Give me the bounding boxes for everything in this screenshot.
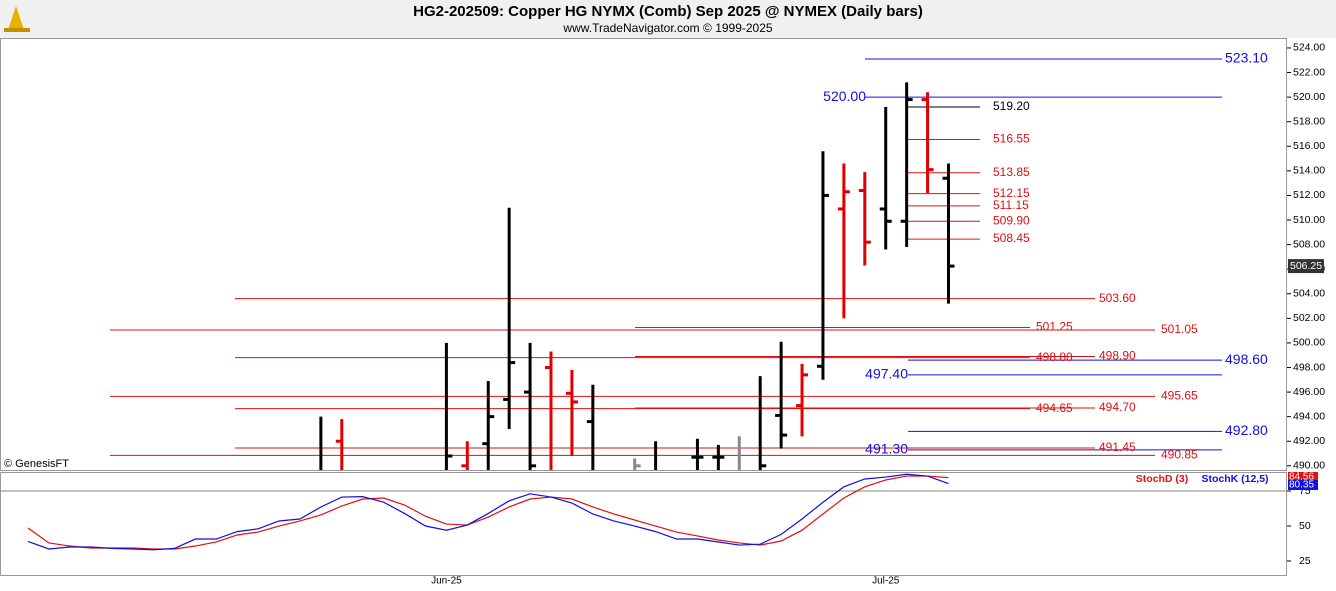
chart-title: HG2-202509: Copper HG NYMX (Comb) Sep 20… [413, 3, 923, 20]
level-label: 498.80 [1036, 350, 1073, 364]
y-tick-label: 508.00 [1293, 238, 1325, 250]
level-label: 491.30 [865, 441, 908, 457]
level-label: 490.85 [1161, 448, 1198, 462]
y-tick-label: 490.00 [1293, 460, 1325, 472]
level-label: 523.10 [1225, 50, 1268, 66]
level-label: 519.20 [993, 99, 1030, 113]
level-label: 503.60 [1099, 291, 1136, 305]
price-panel [0, 38, 1287, 471]
logo [4, 6, 30, 32]
y-tick-label: 498.00 [1293, 361, 1325, 373]
value-box [1288, 480, 1318, 490]
y-tick-label: 524.00 [1293, 42, 1325, 54]
level-label: 511.15 [993, 198, 1029, 212]
stoch-line [27, 473, 949, 551]
y-tick-label: 502.00 [1293, 312, 1325, 324]
y-tick-label: 50 [1299, 520, 1311, 532]
level-label: 520.00 [823, 88, 866, 104]
level-label: 495.65 [1161, 389, 1198, 403]
current-value: 84.56 [1289, 472, 1314, 483]
y-tick-label: 500.00 [1293, 337, 1325, 349]
level-label: 501.05 [1161, 322, 1198, 336]
y-tick-label: 516.00 [1293, 140, 1325, 152]
header-bar [0, 0, 1336, 38]
y-tick-label: 504.00 [1293, 288, 1325, 300]
level-label: 492.80 [1225, 422, 1268, 438]
y-tick-label: 512.00 [1293, 189, 1325, 201]
value-box [1288, 472, 1318, 482]
y-tick-label: 514.00 [1293, 165, 1325, 177]
copyright: © GenesisFT [4, 458, 69, 470]
stoch-panel [0, 472, 1287, 576]
level-label: 516.55 [993, 132, 1030, 146]
y-tick-label: 25 [1299, 555, 1311, 567]
level-label: 498.90 [1099, 349, 1136, 363]
y-tick-label: 492.00 [1293, 435, 1325, 447]
y-tick-label: 494.00 [1293, 410, 1325, 422]
y-tick-label: 510.00 [1293, 214, 1325, 226]
level-label: 513.85 [993, 165, 1030, 179]
level-label: 509.90 [993, 213, 1030, 227]
current-value: 80.35 [1289, 480, 1314, 491]
axes: 490.00 492.00 494.00 496.00 498.00 500.00 502.… [431, 42, 1325, 587]
level-label: 494.65 [1036, 401, 1073, 415]
level-label: 508.45 [993, 231, 1030, 245]
y-tick-label: 520.00 [1293, 91, 1325, 103]
y-tick-label: 522.00 [1293, 66, 1325, 78]
last-price-label: 506.25 [1290, 260, 1322, 272]
x-tick-label: Jul-25 [872, 576, 900, 587]
legend-entry: StochD (3) [1136, 473, 1189, 485]
level-label: 501.25 [1036, 320, 1073, 334]
price-plot [110, 58, 1222, 470]
level-label: 494.70 [1099, 400, 1136, 414]
stoch-line [27, 475, 949, 550]
level-label: 498.60 [1225, 351, 1268, 367]
y-tick-label: 75 [1299, 485, 1311, 497]
legend-entry: StochK (12,5) [1201, 473, 1268, 485]
last-price-box [1288, 259, 1324, 274]
stoch-plot [0, 473, 1287, 551]
x-tick-label: Jun-25 [431, 576, 462, 587]
chart-subtitle: www.TradeNavigator.com © 1999-2025 [562, 21, 772, 35]
y-tick-label: 496.00 [1293, 386, 1325, 398]
level-label: 512.15 [993, 186, 1030, 200]
level-label: 491.45 [1099, 440, 1136, 454]
level-label: 497.40 [865, 366, 908, 382]
y-tick-label: 518.00 [1293, 115, 1325, 127]
